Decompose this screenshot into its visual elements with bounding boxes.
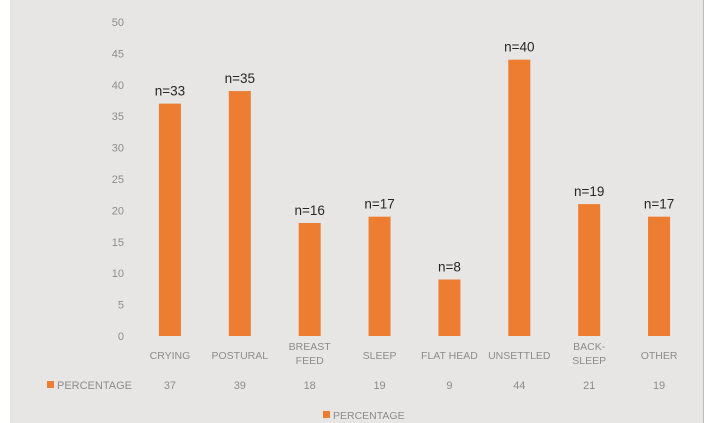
data-table-value: 9	[446, 380, 452, 392]
y-tick-label: 50	[112, 17, 124, 29]
y-tick-label: 25	[112, 174, 124, 186]
data-label: n=17	[364, 197, 394, 212]
bar	[158, 103, 181, 336]
x-category-label: BACK-	[573, 341, 606, 353]
data-table-value: 44	[513, 380, 525, 392]
bar	[438, 279, 461, 336]
y-tick-label: 0	[118, 331, 124, 343]
y-tick-label: 40	[112, 80, 124, 92]
x-category-label: BREAST	[289, 341, 332, 353]
bar	[298, 222, 321, 336]
data-table-value: 37	[164, 380, 176, 392]
y-tick-label: 30	[112, 143, 124, 155]
legend-swatch	[323, 411, 330, 418]
data-table-value: 19	[653, 380, 665, 392]
x-category-label: FLAT HEAD	[421, 350, 478, 362]
data-labels: n=33 n=35 n=16 n=17 n=8 n=40 n=19 n=17	[155, 40, 675, 275]
data-label: n=35	[225, 71, 255, 86]
legend: PERCENTAGE	[323, 410, 405, 422]
y-tick-label: 5	[118, 300, 124, 312]
x-category-label: SLEEP	[572, 355, 606, 367]
x-category-label: OTHER	[641, 350, 678, 362]
y-axis-ticks: 0 5 10 15 20 25 30 35 40 45 50	[112, 17, 124, 343]
y-tick-label: 15	[112, 237, 124, 249]
bar-series	[158, 59, 671, 337]
data-table-series-name: PERCENTAGE	[57, 380, 132, 392]
data-label: n=8	[438, 259, 461, 274]
y-tick-label: 20	[112, 205, 124, 217]
y-tick-label: 45	[112, 48, 124, 60]
x-category-label: SLEEP	[363, 350, 397, 362]
x-category-label: CRYING	[150, 350, 191, 362]
legend-label: PERCENTAGE	[333, 410, 405, 422]
data-table-value: 18	[304, 380, 316, 392]
bar	[578, 204, 601, 336]
data-label: n=19	[574, 184, 604, 199]
bar	[648, 216, 671, 336]
x-axis-categories: CRYING POSTURAL BREAST FEED SLEEP FLAT HEAD UN…	[150, 341, 678, 367]
data-table-value: 39	[234, 380, 246, 392]
x-category-label: UNSETTLED	[488, 350, 551, 362]
data-label: n=40	[504, 40, 534, 55]
data-table-value: 21	[583, 380, 595, 392]
y-tick-label: 35	[112, 111, 124, 123]
data-label: n=33	[155, 84, 185, 99]
data-label: n=17	[644, 197, 674, 212]
bar	[228, 91, 251, 336]
x-category-label: POSTURAL	[212, 350, 269, 362]
data-table: PERCENTAGE 37 39 18 19 9 44 21 19	[47, 380, 665, 392]
data-table-value: 19	[373, 380, 385, 392]
bar	[508, 59, 531, 337]
x-category-label: FEED	[296, 355, 324, 367]
bar	[368, 216, 391, 336]
data-table-legend-key	[47, 381, 54, 388]
data-label: n=16	[294, 203, 324, 218]
y-tick-label: 10	[112, 268, 124, 280]
